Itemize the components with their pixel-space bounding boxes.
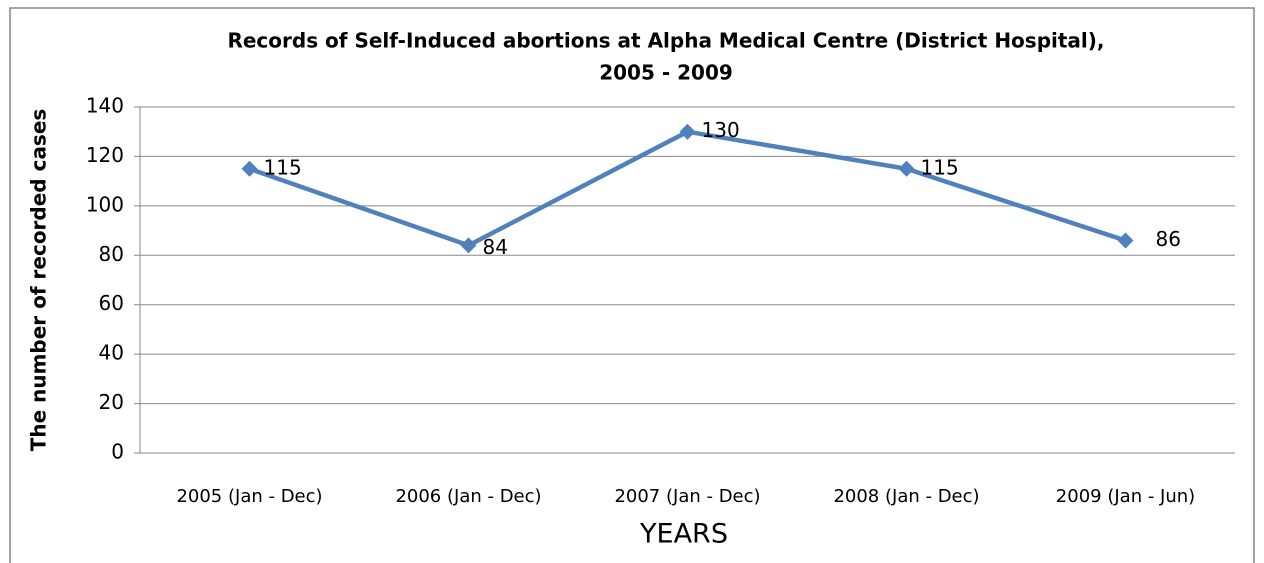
data-point: [460, 237, 477, 254]
x-tick-label: 2005 (Jan - Dec): [176, 486, 322, 507]
x-tick-label: 2007 (Jan - Dec): [614, 486, 760, 507]
y-tick-label: 100: [86, 192, 124, 216]
y-tick-label: 60: [99, 291, 124, 315]
data-point: [241, 160, 258, 177]
data-label: 84: [483, 235, 508, 259]
data-label: 115: [921, 155, 959, 179]
data-label: 130: [702, 118, 740, 142]
x-tick-label: 2008 (Jan - Dec): [833, 486, 979, 507]
y-tick-label: 120: [86, 143, 124, 167]
data-point: [1117, 232, 1134, 249]
y-axis-label: The number of recorded cases: [27, 109, 51, 452]
x-axis-label: YEARS: [639, 519, 728, 550]
chart-title: Records of Self-Induced abortions at Alp…: [227, 29, 1104, 53]
x-tick-label: 2006 (Jan - Dec): [395, 486, 541, 507]
chart-title: 2005 - 2009: [599, 61, 733, 85]
x-tick-label: 2009 (Jan - Jun): [1056, 486, 1195, 507]
y-tick-label: 20: [99, 390, 124, 414]
data-point: [898, 160, 915, 177]
data-label: 86: [1156, 227, 1181, 251]
y-tick-label: 0: [111, 440, 124, 464]
chart-frame: [9, 7, 1255, 563]
y-tick-label: 80: [99, 242, 124, 266]
data-point: [679, 123, 696, 140]
y-tick-label: 40: [99, 341, 124, 365]
data-label: 115: [264, 155, 302, 179]
y-tick-label: 140: [86, 94, 124, 118]
